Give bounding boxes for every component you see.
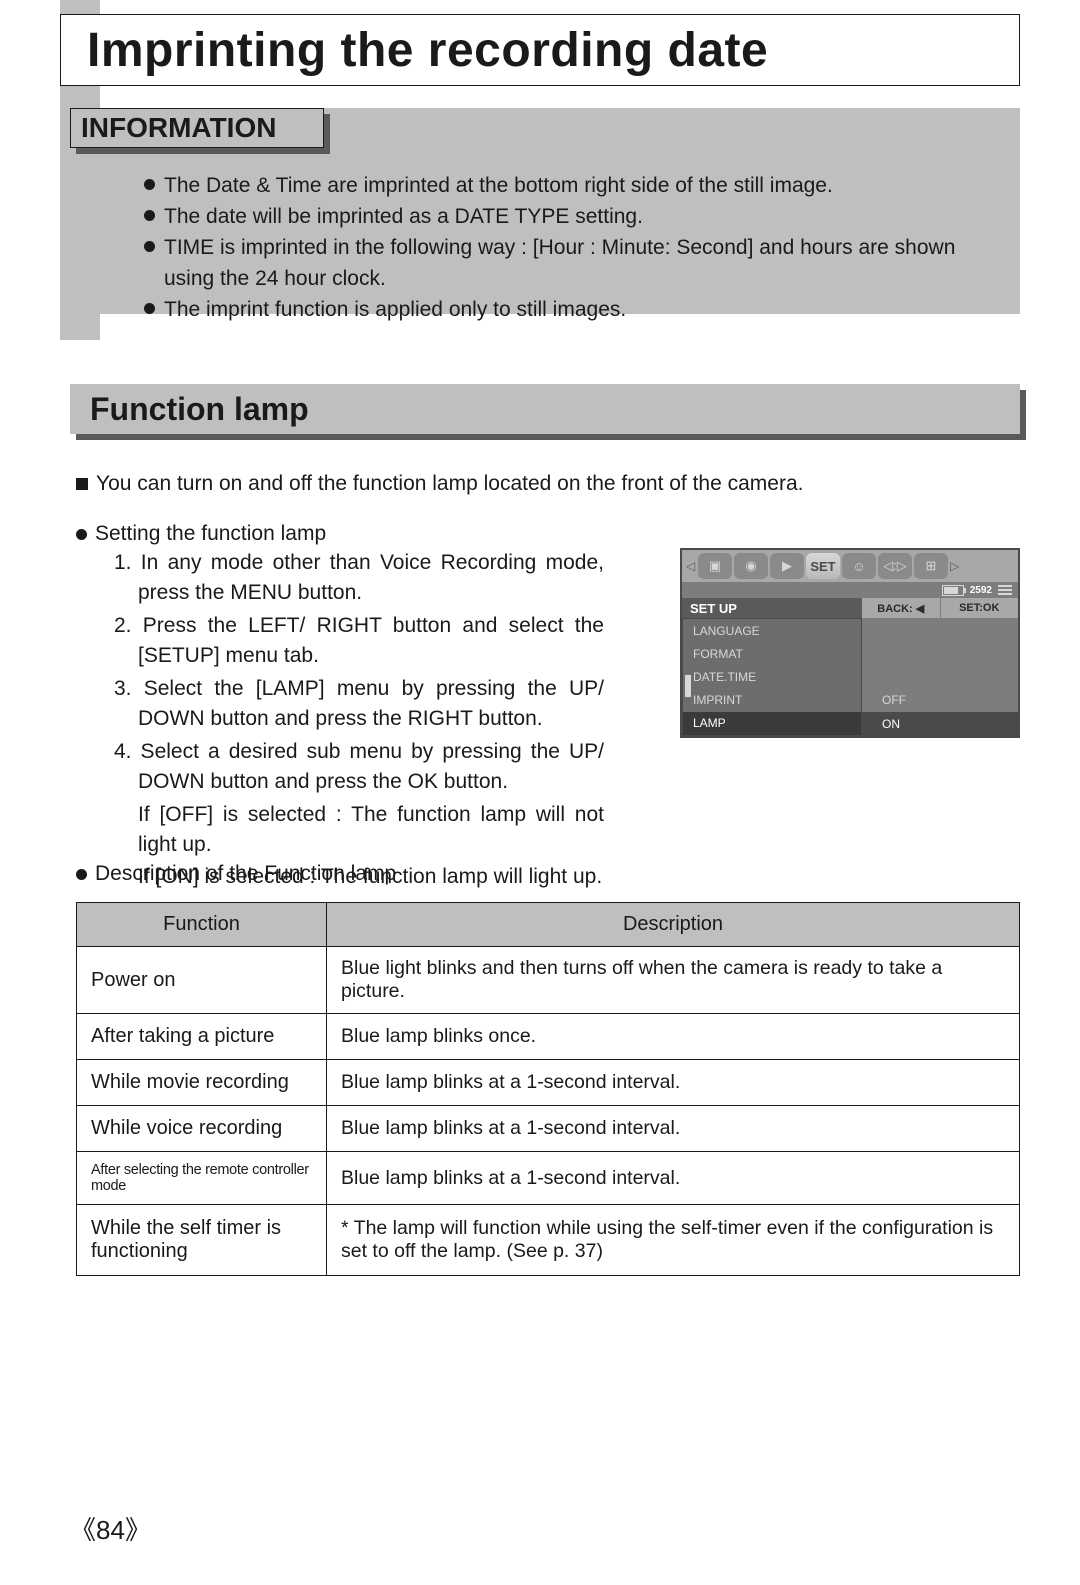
lcd-menu-item: DATE.TIME <box>683 665 861 688</box>
step-1: 1. In any mode other than Voice Recordin… <box>114 548 604 609</box>
info-bullet: TIME is imprinted in the following way :… <box>144 232 996 294</box>
cell-function: While voice recording <box>77 1106 327 1152</box>
step-2: 2. Press the LEFT/ RIGHT button and sele… <box>114 611 604 672</box>
table-header-description: Description <box>327 903 1020 947</box>
lcd-mode-icon: ⊞ <box>914 553 948 579</box>
cell-function: Power on <box>77 947 327 1014</box>
table-row: After taking a picture Blue lamp blinks … <box>77 1014 1020 1060</box>
setting-heading: Setting the function lamp <box>76 518 1020 549</box>
lcd-setok-label: SET:OK <box>940 598 1019 618</box>
cell-description: Blue lamp blinks at a 1-second interval. <box>327 1152 1020 1205</box>
table-row: After selecting the remote controller mo… <box>77 1152 1020 1205</box>
lcd-mode-icon: ◁:▷ <box>878 553 912 579</box>
cell-description: * The lamp will function while using the… <box>327 1205 1020 1276</box>
lcd-resolution: 2592 <box>970 585 992 596</box>
lcd-quality-icon <box>998 585 1012 596</box>
lcd-scrollbar-thumb <box>685 675 691 697</box>
page-number: 84 <box>70 1510 151 1547</box>
lcd-submenu-item: OFF <box>862 688 1018 712</box>
section-heading-wrap: Function lamp <box>70 384 1020 434</box>
cell-description: Blue lamp blinks at a 1-second interval. <box>327 1060 1020 1106</box>
description-heading: Description of the Function lamp <box>76 862 396 886</box>
section-heading: Function lamp <box>90 391 309 428</box>
table-row: While the self timer is functioning * Th… <box>77 1205 1020 1276</box>
camera-lcd-screenshot: ◁ ▣ ◉ ▶ SET ☺ ◁:▷ ⊞ ▷ 2592 SET UP BACK: … <box>680 548 1020 738</box>
table-row: Power on Blue light blinks and then turn… <box>77 947 1020 1014</box>
lcd-mode-icon: ☺ <box>842 553 876 579</box>
lcd-status-row: 2592 <box>682 582 1018 598</box>
table-row: While movie recording Blue lamp blinks a… <box>77 1060 1020 1106</box>
lcd-mode-icon: ▣ <box>698 553 732 579</box>
lcd-menu-left: LANGUAGE FORMAT DATE.TIME IMPRINT LAMP <box>682 618 862 736</box>
page-title-bar: Imprinting the recording date <box>60 14 1020 86</box>
cell-description: Blue light blinks and then turns off whe… <box>327 947 1020 1014</box>
lcd-submenu-item-selected: ON <box>862 712 1018 736</box>
step-3: 3. Select the [LAMP] menu by pressing th… <box>114 674 604 735</box>
lcd-icon-row: ◁ ▣ ◉ ▶ SET ☺ ◁:▷ ⊞ ▷ <box>682 550 1018 582</box>
lcd-mode-icon: ▶ <box>770 553 804 579</box>
steps-block: 1. In any mode other than Voice Recordin… <box>114 548 604 895</box>
lcd-back-label: BACK: ◀ <box>862 598 940 618</box>
information-list: The Date & Time are imprinted at the bot… <box>144 170 996 325</box>
lcd-mode-icon: ◉ <box>734 553 768 579</box>
cell-function: After taking a picture <box>77 1014 327 1060</box>
lcd-menu-item: LANGUAGE <box>683 619 861 642</box>
lcd-menu-right: OFF ON <box>862 618 1018 736</box>
section-intro: You can turn on and off the function lam… <box>76 468 1020 499</box>
lcd-menu-item-selected: LAMP <box>683 712 861 735</box>
section-heading-box: Function lamp <box>70 384 1020 434</box>
desc-head-text: Description of the Function lamp <box>95 862 396 885</box>
lcd-menu: LANGUAGE FORMAT DATE.TIME IMPRINT LAMP O… <box>682 618 1018 736</box>
square-bullet-icon <box>76 478 88 490</box>
cell-function: While the self timer is functioning <box>77 1205 327 1276</box>
lcd-mode-icon-selected: SET <box>806 553 840 579</box>
lcd-setup-row: SET UP BACK: ◀ SET:OK <box>682 598 1018 618</box>
table-row: While voice recording Blue lamp blinks a… <box>77 1106 1020 1152</box>
function-lamp-table: Function Description Power on Blue light… <box>76 902 1020 1276</box>
cell-function: While movie recording <box>77 1060 327 1106</box>
information-heading-wrap: INFORMATION <box>70 108 324 148</box>
table-header-function: Function <box>77 903 327 947</box>
lcd-menu-item: IMPRINT <box>683 689 861 712</box>
information-heading-box: INFORMATION <box>70 108 324 148</box>
intro-text: You can turn on and off the function lam… <box>96 472 803 495</box>
cell-desc-text: * The lamp will function while using the… <box>341 1217 993 1262</box>
info-bullet: The imprint function is applied only to … <box>144 294 996 325</box>
cell-description: Blue lamp blinks at a 1-second interval. <box>327 1106 1020 1152</box>
cell-function: After selecting the remote controller mo… <box>77 1152 327 1205</box>
battery-icon <box>942 585 964 596</box>
step-4: 4. Select a desired sub menu by pressing… <box>114 737 604 798</box>
page-title: Imprinting the recording date <box>87 23 768 78</box>
circle-bullet-icon <box>76 529 87 540</box>
lcd-left-arrow-icon: ◁ <box>686 559 696 573</box>
circle-bullet-icon <box>76 869 87 880</box>
lcd-setup-label: SET UP <box>682 601 862 616</box>
setting-head-text: Setting the function lamp <box>95 522 326 545</box>
information-heading: INFORMATION <box>81 112 276 144</box>
lcd-right-arrow-icon: ▷ <box>950 559 960 573</box>
if-off-line: If [OFF] is selected : The function lamp… <box>114 800 604 861</box>
info-bullet: The date will be imprinted as a DATE TYP… <box>144 201 996 232</box>
cell-description: Blue lamp blinks once. <box>327 1014 1020 1060</box>
info-bullet: The Date & Time are imprinted at the bot… <box>144 170 996 201</box>
lcd-menu-item: FORMAT <box>683 642 861 665</box>
